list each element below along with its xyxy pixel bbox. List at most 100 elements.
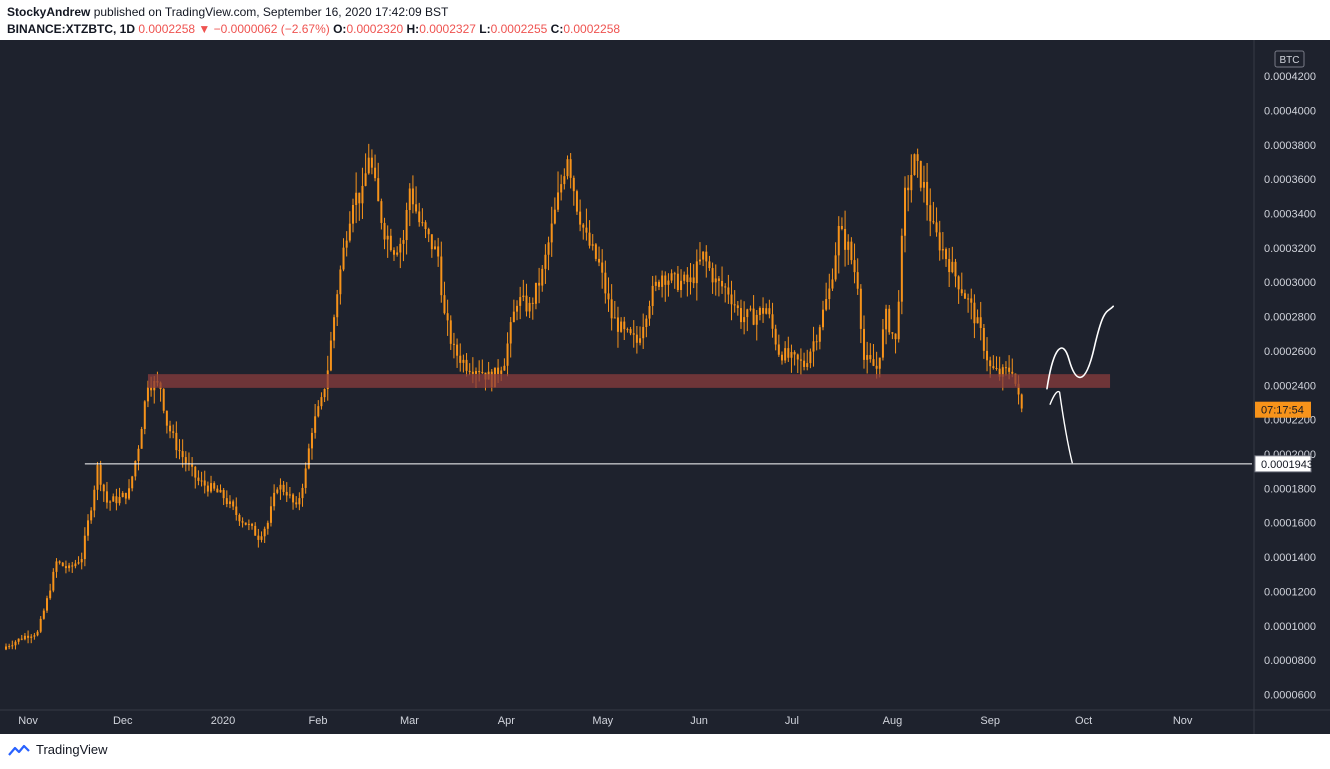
candle-body — [774, 328, 777, 345]
currency-label: BTC — [1280, 55, 1300, 66]
candle-body — [821, 309, 824, 328]
candle-body — [979, 317, 982, 329]
candle-body — [260, 536, 263, 540]
candle-body — [323, 389, 326, 398]
candle-body — [784, 348, 787, 361]
candle-body — [664, 275, 667, 285]
candle-body — [197, 477, 200, 481]
candle-body — [938, 232, 941, 251]
tradingview-logo-icon — [8, 744, 30, 756]
candle-body — [345, 240, 348, 248]
price-chart[interactable]: 0.0000600 0.0000800 0.0001000 0.0001200 0.00… — [0, 40, 1330, 734]
candle-body — [632, 333, 635, 335]
candle-body — [33, 635, 36, 637]
candle-body — [642, 326, 645, 339]
countdown-label: 07:17:54 — [1261, 405, 1304, 417]
candle-body — [434, 246, 437, 250]
candle-body — [459, 355, 462, 363]
candle-body — [1004, 367, 1007, 369]
author-name[interactable]: StockyAndrew — [7, 5, 91, 19]
last-price: 0.0002258 — [138, 22, 196, 36]
candle-body — [916, 154, 919, 161]
candle-body — [206, 485, 209, 492]
candle-body — [967, 298, 970, 300]
candle-body — [99, 465, 102, 485]
tradingview-logo[interactable]: TradingView — [8, 742, 108, 757]
candle-body — [645, 318, 648, 327]
candle-body — [216, 488, 219, 493]
candle-body — [888, 308, 891, 333]
candle-body — [585, 227, 588, 233]
x-tick-label: Nov — [1173, 715, 1193, 727]
y-tick-label: 0.0004000 — [1264, 105, 1316, 117]
candle-body — [711, 268, 714, 283]
candle-body — [749, 308, 752, 310]
candle-body — [314, 416, 317, 433]
candle-body — [304, 468, 307, 488]
candle-body — [320, 397, 323, 407]
candle-body — [566, 159, 569, 177]
candle-body — [411, 188, 414, 205]
candle-body — [926, 181, 929, 206]
candle-body — [986, 350, 989, 361]
candle-body — [225, 498, 228, 505]
open-value: 0.0002320 — [346, 22, 404, 36]
published-text: published on TradingView.com, September … — [93, 5, 449, 19]
candle-body — [765, 308, 768, 314]
countdown-tag — [1255, 401, 1311, 418]
candle-body — [547, 242, 550, 255]
candle-body — [55, 561, 58, 572]
candle-body — [620, 321, 623, 332]
candle-body — [702, 251, 705, 260]
close-value: 0.0002258 — [563, 22, 621, 36]
candle-body — [724, 286, 727, 288]
candle-body — [367, 157, 370, 174]
candle-body — [878, 357, 881, 369]
candle-body — [118, 497, 121, 504]
chart-area[interactable]: 0.0000600 0.0000800 0.0001000 0.0001200 0.00… — [0, 40, 1330, 734]
currency-badge: BTC — [1274, 50, 1305, 68]
candle-body — [976, 317, 979, 324]
candle-body — [269, 506, 272, 523]
candle-body — [8, 646, 11, 648]
candle-body — [105, 491, 108, 503]
candle-body — [137, 448, 140, 462]
publish-info: StockyAndrew published on TradingView.co… — [7, 5, 448, 19]
candle-body — [468, 370, 471, 372]
candle-body — [370, 157, 373, 168]
candle-body — [635, 334, 638, 343]
candle-body — [935, 222, 938, 233]
low-value: 0.0002255 — [490, 22, 548, 36]
candle-body — [818, 327, 821, 342]
candle-body — [929, 205, 932, 222]
y-tick-label: 0.0001600 — [1264, 518, 1316, 530]
candle-body — [654, 281, 657, 286]
candle-body — [222, 489, 225, 499]
candle-body — [143, 401, 146, 429]
candle-body — [951, 261, 954, 273]
candle-body — [869, 355, 872, 360]
x-tick-label: Jun — [690, 715, 708, 727]
candle-body — [866, 355, 869, 360]
y-tick-label: 0.0004200 — [1264, 71, 1316, 83]
candle-body — [831, 279, 834, 289]
candle-body — [673, 273, 676, 275]
candle-body — [58, 561, 61, 563]
y-tick-label: 0.0001400 — [1264, 552, 1316, 564]
candle-body — [175, 432, 178, 451]
candle-body — [17, 638, 20, 642]
candle-body — [232, 501, 235, 507]
candle-body — [389, 235, 392, 251]
candle-body — [607, 293, 610, 300]
candle-body — [140, 428, 143, 449]
candle-body — [594, 244, 597, 259]
candle-body — [768, 308, 771, 315]
candle-body — [941, 249, 944, 251]
candle-body — [803, 360, 806, 367]
candle-body — [790, 352, 793, 358]
candle-body — [907, 187, 910, 191]
high-value: 0.0002327 — [419, 22, 476, 36]
candle-body — [904, 187, 907, 236]
candle-body — [150, 387, 153, 391]
candle-body — [399, 243, 402, 253]
